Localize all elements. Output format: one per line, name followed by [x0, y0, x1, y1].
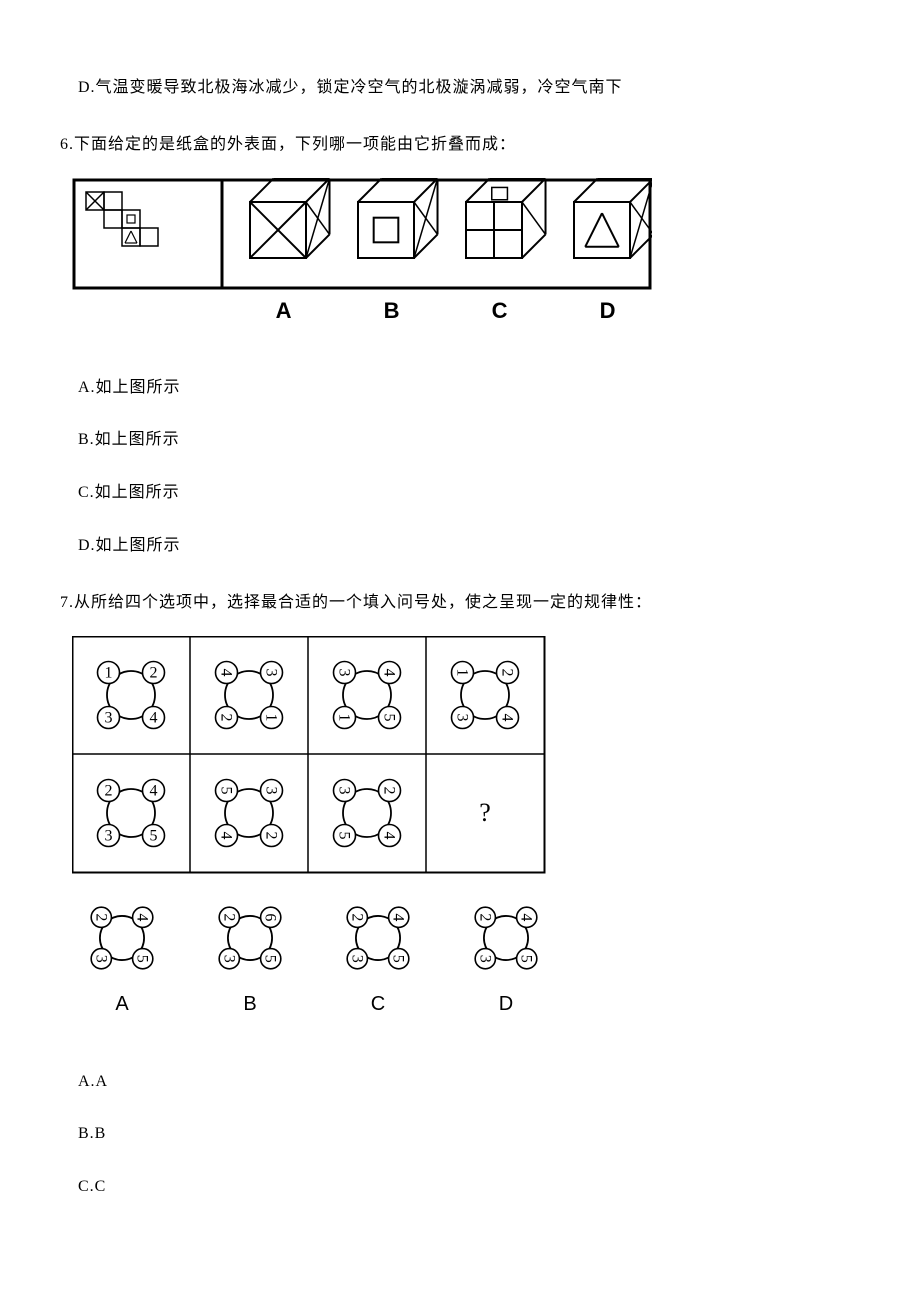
svg-text:A: A	[115, 993, 129, 1015]
svg-text:4: 4	[390, 913, 407, 921]
svg-text:4: 4	[499, 713, 516, 721]
svg-text:3: 3	[92, 954, 109, 962]
svg-text:5: 5	[518, 954, 535, 962]
q6-option-b: B.如上图所示	[78, 426, 860, 455]
svg-text:2: 2	[499, 668, 516, 676]
q7-option-a: A.A	[78, 1068, 860, 1097]
q7-stem: 7.从所给四个选项中，选择最合适的一个填入问号处，使之呈现一定的规律性：	[60, 589, 860, 618]
svg-text:1: 1	[336, 713, 353, 721]
svg-text:3: 3	[336, 668, 353, 676]
svg-text:4: 4	[150, 782, 158, 799]
svg-text:2: 2	[348, 913, 365, 921]
svg-text:1: 1	[454, 668, 471, 676]
svg-text:?: ?	[479, 798, 491, 827]
svg-text:D: D	[499, 993, 513, 1015]
svg-text:3: 3	[336, 786, 353, 794]
svg-text:2: 2	[220, 913, 237, 921]
svg-text:5: 5	[150, 827, 158, 844]
svg-text:5: 5	[218, 786, 235, 794]
svg-text:5: 5	[381, 713, 398, 721]
svg-text:2: 2	[92, 913, 109, 921]
svg-text:3: 3	[220, 954, 237, 962]
q7-option-b: B.B	[78, 1120, 860, 1149]
svg-text:2: 2	[476, 913, 493, 921]
svg-text:3: 3	[263, 668, 280, 676]
svg-text:2: 2	[263, 831, 280, 839]
svg-text:3: 3	[105, 827, 113, 844]
svg-text:4: 4	[134, 913, 151, 921]
svg-text:4: 4	[218, 831, 235, 839]
svg-text:5: 5	[134, 954, 151, 962]
svg-text:4: 4	[381, 668, 398, 676]
q7-option-c: C.C	[78, 1173, 860, 1202]
q6-figure: A B C D	[72, 178, 860, 328]
svg-text:3: 3	[454, 713, 471, 721]
q6-option-d: D.如上图所示	[78, 532, 860, 561]
svg-text:A: A	[276, 298, 292, 323]
svg-text:1: 1	[105, 664, 113, 681]
q6-stem: 6.下面给定的是纸盒的外表面，下列哪一项能由它折叠而成：	[60, 131, 860, 160]
svg-text:3: 3	[105, 709, 113, 726]
q7-figure: 1 2 3 4 3 1 4 2 4 5 3 1 2 4 1 3 2 4 3 5 3 2 5 4 2 4 3 5? 4 5 2 3 A 6 5 2 3 B 4…	[72, 636, 860, 1022]
svg-text:6: 6	[262, 913, 279, 921]
svg-text:4: 4	[150, 709, 158, 726]
svg-text:5: 5	[262, 954, 279, 962]
svg-text:2: 2	[150, 664, 158, 681]
svg-text:B: B	[243, 993, 256, 1015]
svg-text:2: 2	[218, 713, 235, 721]
svg-text:4: 4	[218, 668, 235, 676]
svg-text:2: 2	[105, 782, 113, 799]
svg-text:4: 4	[518, 913, 535, 921]
svg-text:D: D	[600, 298, 616, 323]
svg-text:4: 4	[381, 831, 398, 839]
svg-text:C: C	[492, 298, 508, 323]
svg-text:5: 5	[336, 831, 353, 839]
svg-text:B: B	[384, 298, 400, 323]
q6-option-c: C.如上图所示	[78, 479, 860, 508]
svg-text:2: 2	[381, 786, 398, 794]
q6-option-a: A.如上图所示	[78, 374, 860, 403]
svg-text:3: 3	[476, 954, 493, 962]
svg-text:1: 1	[263, 713, 280, 721]
svg-text:5: 5	[390, 954, 407, 962]
svg-text:3: 3	[348, 954, 365, 962]
svg-text:C: C	[371, 993, 385, 1015]
q5-option-d: D.气温变暖导致北极海冰减少，锁定冷空气的北极漩涡减弱，冷空气南下	[78, 74, 860, 103]
svg-text:3: 3	[263, 786, 280, 794]
